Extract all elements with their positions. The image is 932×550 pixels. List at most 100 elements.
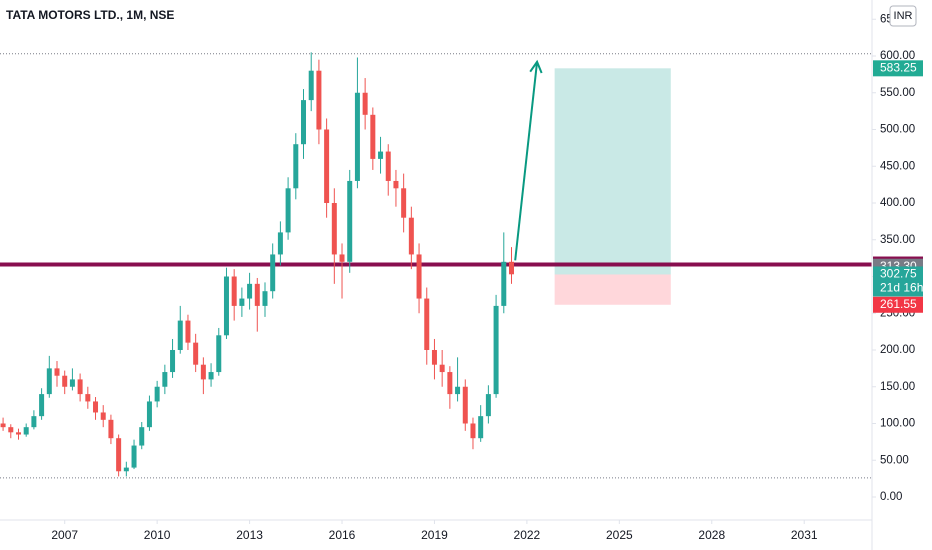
candle-body — [508, 261, 514, 275]
candle-body — [293, 144, 299, 189]
candle-body — [23, 427, 29, 435]
candle-body — [177, 320, 183, 350]
candle-body — [447, 372, 453, 395]
candle-body — [77, 379, 83, 395]
candle-body — [347, 180, 353, 262]
candle-body — [270, 254, 276, 292]
candle-body — [231, 276, 237, 306]
y-tick-label: 350.00 — [880, 234, 915, 246]
candle-body — [455, 386, 461, 395]
candle-body — [462, 386, 468, 424]
candle-body — [208, 372, 214, 380]
currency-badge[interactable] — [889, 5, 917, 27]
candle-body — [424, 298, 430, 350]
y-tick-label: 550.00 — [880, 87, 915, 99]
candle-body — [100, 412, 106, 420]
candle-body — [62, 375, 68, 387]
price-marker — [873, 296, 923, 313]
arrow-line — [514, 61, 539, 261]
price-marker-label: 261.55 — [880, 297, 917, 311]
candle-body — [131, 445, 137, 468]
x-tick-label: 2007 — [51, 528, 78, 542]
price-marker-label: 583.25 — [880, 60, 917, 74]
y-tick-label: 200.00 — [880, 344, 915, 356]
candle-body — [31, 416, 37, 428]
plot — [0, 52, 872, 479]
axes: 0.0050.00100.00150.00200.00250.00300.003… — [51, 13, 923, 542]
candle-body — [331, 203, 337, 255]
candle-body — [285, 188, 291, 233]
candle-body — [108, 419, 114, 439]
x-tick-label: 2013 — [236, 528, 263, 542]
y-tick-label: 500.00 — [880, 124, 915, 136]
candle-body — [324, 129, 330, 204]
candle-body — [478, 416, 484, 439]
candle-body — [254, 283, 260, 306]
candle-body — [85, 394, 91, 402]
candle-body — [239, 298, 245, 306]
candle-body — [216, 335, 222, 373]
candle-body — [301, 100, 307, 145]
candle-body — [15, 432, 21, 435]
candle-body — [339, 254, 345, 262]
y-tick-label: 400.00 — [880, 197, 915, 209]
y-tick-label: 150.00 — [880, 381, 915, 393]
candle-body — [0, 423, 6, 428]
candle-body — [439, 364, 445, 373]
candle-body — [485, 394, 491, 417]
candle-body — [8, 427, 14, 433]
candle-body — [470, 423, 476, 439]
candle-body — [162, 372, 168, 387]
candle-body — [247, 283, 253, 299]
candle-body — [146, 401, 152, 428]
countdown-label: 21d 16h — [880, 281, 923, 295]
candle-body — [185, 320, 191, 343]
candle-body — [193, 342, 199, 365]
candle-body — [223, 276, 229, 336]
candle-body — [493, 305, 499, 395]
candle-body — [416, 254, 422, 299]
price-marker — [873, 266, 923, 297]
candle-body — [308, 70, 314, 101]
candle-body — [362, 92, 368, 115]
candle-body — [69, 379, 75, 387]
x-tick-label: 2025 — [606, 528, 633, 542]
candle-body — [39, 394, 45, 417]
candle-body — [200, 364, 206, 380]
candle-body — [54, 368, 60, 376]
candle-body — [116, 438, 122, 472]
candle-body — [123, 467, 129, 472]
profit-zone — [554, 68, 671, 275]
y-tick-label: 50.00 — [880, 454, 909, 466]
y-tick-label: 100.00 — [880, 418, 915, 430]
candle-body — [385, 151, 391, 181]
candle-body — [378, 151, 384, 159]
candle-body — [431, 349, 437, 365]
candle-body — [154, 386, 160, 402]
candle-body — [93, 401, 99, 413]
candle-body — [316, 70, 322, 130]
arrow-head — [529, 59, 543, 74]
candle-body — [501, 261, 507, 306]
x-tick-label: 2022 — [514, 528, 541, 542]
candle-body — [262, 291, 268, 306]
candle-body — [354, 92, 360, 181]
candle-body — [370, 114, 376, 159]
candle-body — [46, 368, 52, 395]
candle-body — [393, 180, 399, 189]
price-marker — [873, 60, 923, 77]
x-tick-label: 2019 — [421, 528, 448, 542]
candle-body — [408, 217, 414, 255]
y-tick-label: 0.00 — [880, 491, 902, 503]
x-tick-label: 2016 — [329, 528, 356, 542]
x-tick-label: 2031 — [791, 528, 818, 542]
chart-title: TATA MOTORS LTD., 1M, NSE — [6, 8, 174, 22]
candle-body — [277, 232, 283, 255]
currency-label: INR — [894, 10, 913, 22]
x-tick-label: 2028 — [698, 528, 725, 542]
candle-body — [139, 427, 145, 446]
y-tick-label: 600.00 — [880, 50, 915, 62]
x-tick-label: 2010 — [144, 528, 171, 542]
